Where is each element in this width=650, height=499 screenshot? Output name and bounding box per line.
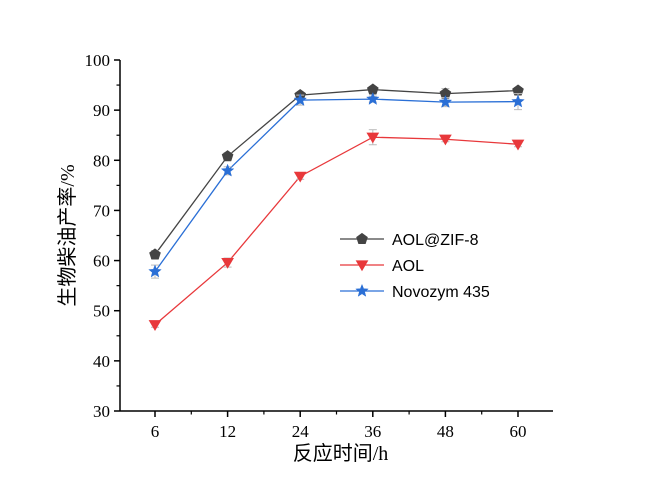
legend-label: AOL [392,258,424,275]
x-tick-label: 60 [510,422,527,441]
y-tick-label: 80 [93,151,110,170]
data-point [438,94,453,108]
data-point [511,139,525,151]
legend-label: AOL@ZIF-8 [392,232,479,249]
legend: AOL@ZIF-8 AOL Novozym 435 [340,232,490,301]
data-point [221,257,234,269]
x-ticks: 6 12 24 36 48 60 [151,411,527,441]
data-point [293,92,308,106]
legend-marker [355,260,369,272]
y-tick-label: 70 [93,201,110,220]
series-0 [149,83,524,260]
data-point [148,264,162,278]
data-point [220,163,235,177]
y-tick-label: 90 [93,101,110,120]
data-point [221,150,234,162]
x-tick-label: 12 [219,422,236,441]
data-point [149,248,161,260]
x-tick-label: 6 [151,422,160,441]
y-tick-label: 40 [93,352,110,371]
y-tick-label: 30 [93,402,110,421]
y-ticks: 30 40 50 60 70 80 90 100 [85,51,120,421]
legend-item: AOL@ZIF-8 [340,232,479,249]
data-point [293,171,307,183]
data-point [148,320,162,331]
y-tick-label: 100 [85,51,111,70]
series-layer [148,83,525,331]
series-2 [148,91,525,279]
data-point [439,134,452,146]
y-tick-label: 60 [93,252,110,271]
x-axis-title: 反应时间/h [293,442,389,465]
legend-label: Novozym 435 [392,284,490,301]
y-axis-title: 生物柴油产率/% [56,164,79,306]
series-line [154,98,519,272]
data-point [365,91,380,105]
x-tick-label: 48 [437,422,454,441]
data-point [511,94,525,108]
x-tick-label: 36 [364,422,381,441]
x-tick-label: 24 [292,422,310,441]
data-point [366,132,380,144]
series-line [154,136,519,326]
series-line [154,88,519,255]
series-1 [148,129,525,331]
axes [119,60,553,412]
legend-marker [356,232,368,244]
legend-marker [355,283,369,297]
legend-item: Novozym 435 [340,283,490,301]
y-tick-label: 50 [93,302,110,321]
legend-item: AOL [340,258,424,275]
